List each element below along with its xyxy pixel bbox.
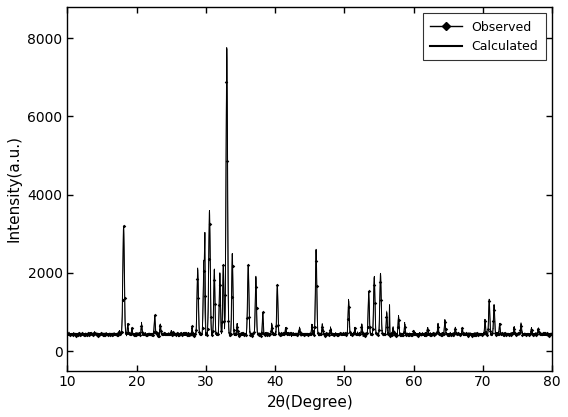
Observed [223,45,230,50]
Observed [437,333,444,338]
Observed [275,323,282,328]
Observed [131,332,137,337]
Calculated [275,318,282,323]
Calculated [131,332,137,337]
Observed [175,334,182,339]
Line: Calculated: Calculated [68,49,552,335]
Observed [246,326,253,331]
Y-axis label: Intensity(a.u.): Intensity(a.u.) [7,135,22,242]
Calculated [464,332,471,337]
X-axis label: 2θ(Degree): 2θ(Degree) [266,395,353,410]
Calculated [223,46,230,51]
Calculated [246,322,253,327]
Observed [549,331,556,336]
Calculated [549,332,556,337]
Legend: Observed, Calculated: Observed, Calculated [423,13,546,60]
Line: Observed: Observed [66,46,553,338]
Observed [64,332,71,337]
Observed [464,331,471,336]
Calculated [540,332,547,337]
Observed [540,332,547,337]
Calculated [64,332,71,337]
Calculated [437,332,444,337]
